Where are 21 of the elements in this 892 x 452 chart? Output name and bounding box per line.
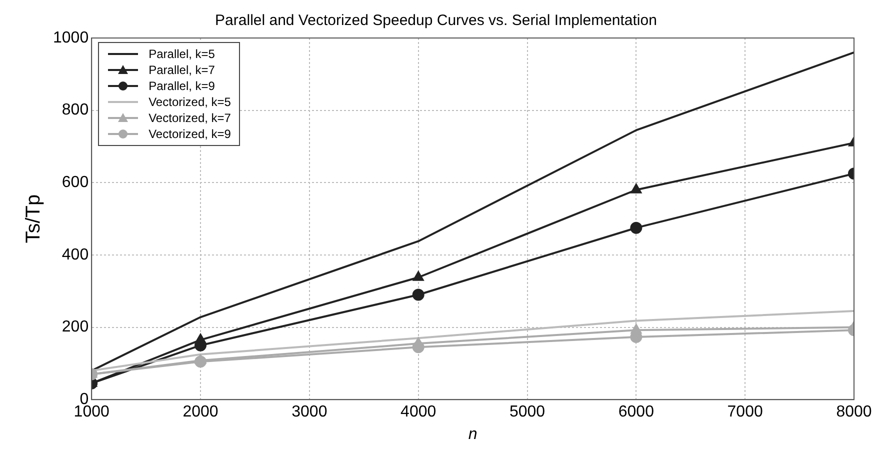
legend-label: Parallel, k=7 xyxy=(148,62,215,78)
x-tick-label: 6000 xyxy=(618,404,654,421)
x-tick-label: 7000 xyxy=(727,404,763,421)
y-tick-label: 200 xyxy=(62,318,89,336)
legend-label: Parallel, k=5 xyxy=(148,46,215,62)
x-tick-label: 3000 xyxy=(292,404,328,421)
x-tick-label: 4000 xyxy=(400,404,436,421)
x-tick-label: 8000 xyxy=(836,404,872,421)
y-tick-label: 1000 xyxy=(53,29,89,46)
x-axis-title: n xyxy=(468,426,478,443)
chart-title: Parallel and Vectorized Speedup Curves vs. Serial Implementation xyxy=(215,12,657,30)
y-axis-title: Ts/Tp xyxy=(22,194,45,244)
x-tick-label: 5000 xyxy=(509,404,546,421)
legend-label: Vectorized, k=7 xyxy=(148,110,231,126)
legend-label: Vectorized, k=5 xyxy=(148,94,231,110)
x-tick-label: 2000 xyxy=(182,404,218,421)
legend-label: Vectorized, k=9 xyxy=(148,126,231,142)
y-tick-label: 800 xyxy=(62,102,89,119)
legend-label: Parallel, k=9 xyxy=(148,78,215,94)
y-tick-label: 600 xyxy=(62,174,89,192)
y-tick-label: 400 xyxy=(62,246,89,264)
